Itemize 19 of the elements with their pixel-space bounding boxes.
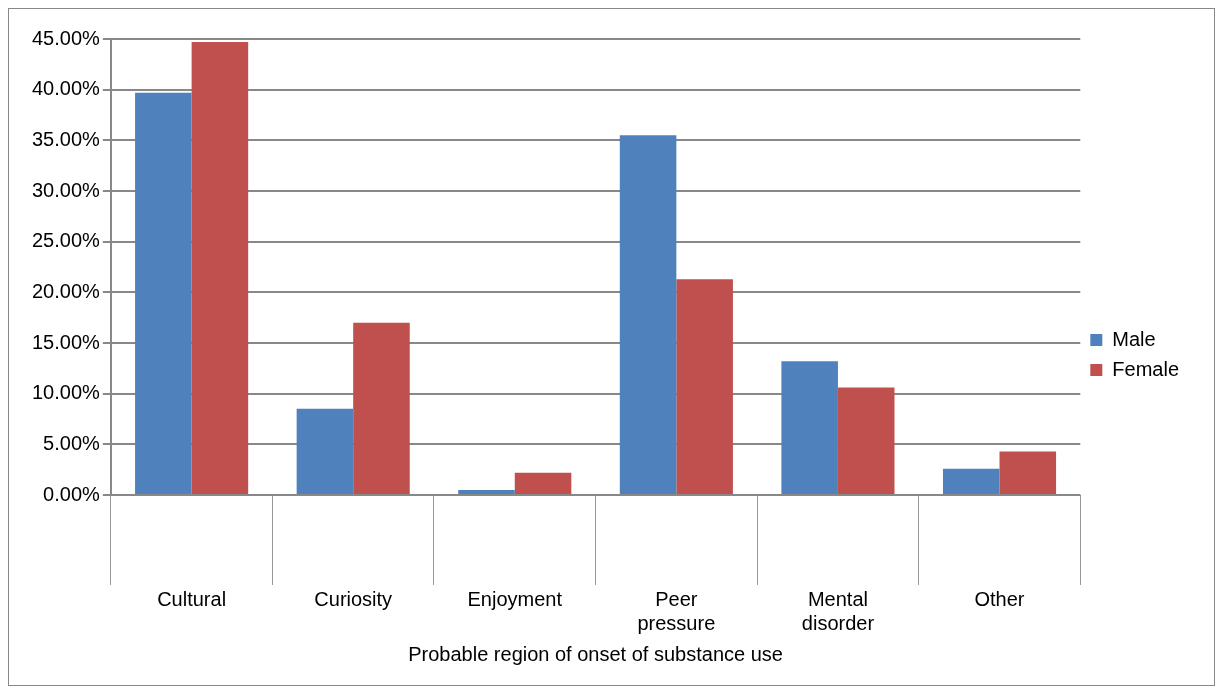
- legend-label: Female: [1112, 357, 1180, 380]
- x-tick-label: Cultural: [157, 587, 227, 610]
- y-tick-label: 15.00%: [31, 330, 101, 353]
- y-tick-label: 20.00%: [31, 279, 101, 302]
- x-tick-label: Enjoyment: [467, 587, 563, 610]
- x-tick-label: Other: [974, 587, 1025, 610]
- y-tick-label: 45.00%: [31, 26, 101, 49]
- y-tick-label: 10.00%: [31, 381, 101, 404]
- x-tick-label: Peer pressure: [637, 587, 716, 634]
- x-tick-label: Curiosity: [314, 587, 393, 610]
- y-tick-label: 35.00%: [31, 127, 101, 150]
- x-tick-label: Mental disorder: [801, 587, 875, 634]
- y-tick-label: 40.00%: [31, 77, 101, 100]
- x-axis-title: Probable region of onset of substance use: [408, 642, 783, 665]
- y-tick-label: 25.00%: [31, 229, 101, 252]
- y-tick-label: 5.00%: [43, 431, 101, 454]
- y-tick-label: 0.00%: [43, 482, 101, 505]
- legend-label: Male: [1112, 327, 1156, 350]
- y-tick-label: 30.00%: [31, 178, 101, 201]
